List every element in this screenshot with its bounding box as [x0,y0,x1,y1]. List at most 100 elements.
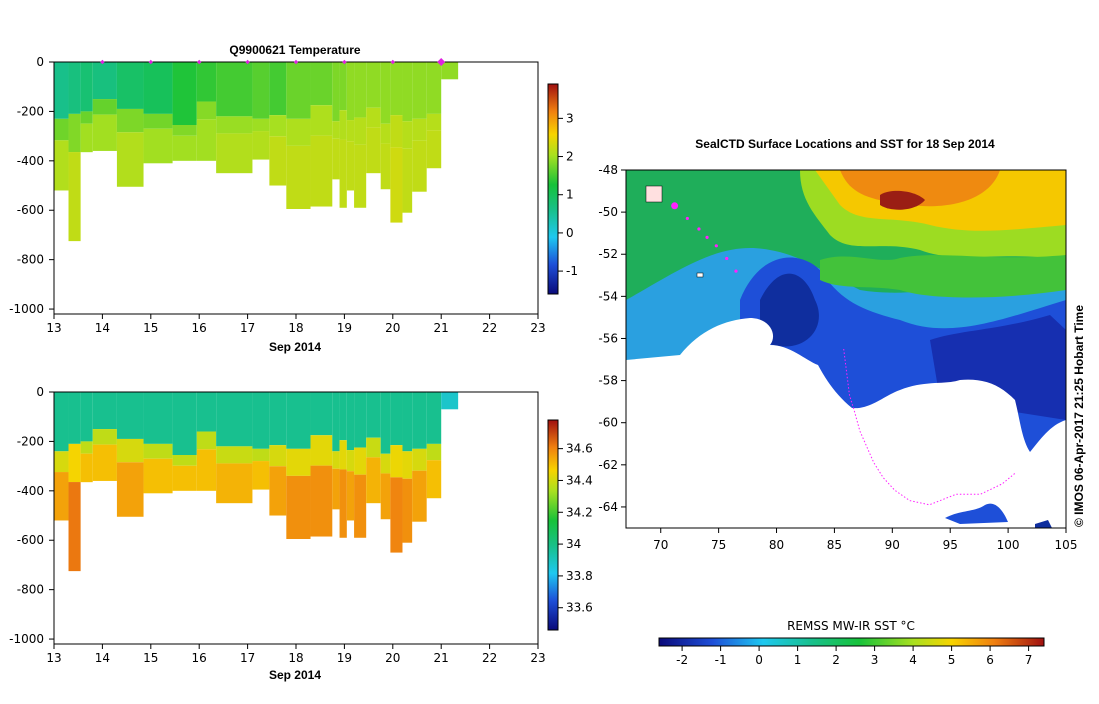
surface-markers [100,58,446,66]
map-y-tick-label: -64 [598,500,618,514]
x-tick-label: 16 [192,651,207,665]
sst-colorbar-tick-label: -1 [715,653,727,667]
profile-surface-layer [332,62,340,122]
profile-surface-layer [412,392,427,449]
profile-surface-layer [332,392,340,452]
profile-thermocline-layer [143,113,173,129]
x-tick-label: 20 [385,321,400,335]
temperature-profiles [54,62,459,242]
map-x-tick-label: 75 [711,538,726,552]
profile-surface-layer [269,392,287,446]
profile-thermocline-layer [390,115,403,148]
profile-thermocline-layer [346,120,355,142]
profile-deep-layer [390,147,403,223]
profile-thermocline-layer [172,455,197,466]
salinity-profiles [54,392,459,572]
y-tick-label: -200 [17,104,44,118]
y-tick-label: 0 [36,55,44,69]
profile-thermocline-layer [80,111,93,124]
profile-surface-layer [172,62,197,125]
profile-deep-layer [68,482,81,572]
map-y-tick-label: -54 [598,289,618,303]
profile-thermocline-layer [426,113,442,131]
seal-location-point [697,227,701,231]
seal-location-point [734,269,738,273]
sst-colorbar: REMSS MW-IR SST °C -2 -1 0 1 2 3 4 5 6 7 [658,619,1045,667]
x-tick-label: 13 [46,651,61,665]
colorbar-tick-label: 34 [566,537,581,551]
profile-surface-layer [196,392,217,432]
x-tick-label: 21 [434,651,449,665]
salinity-colorbar-scale [547,419,559,631]
profile-deep-layer [380,143,391,190]
profile-surface-layer [310,62,333,106]
profile-surface-layer [366,62,381,108]
profile-deep-layer [80,453,93,483]
profile-surface-layer [252,392,270,449]
profile-deep-layer [54,472,69,521]
profile-deep-layer [196,449,217,491]
profile-deep-layer [390,477,403,553]
y-tick-label: -400 [17,154,44,168]
sst-map-panel: SealCTD Surface Locations and SST for 18… [598,137,1086,667]
profile-thermocline-layer [80,441,93,454]
x-tick-label: 18 [288,651,303,665]
profile-surface-layer [346,392,355,451]
map-x-axis: 70 75 80 85 90 95 100 105 [653,528,1077,552]
surface-marker [342,59,347,65]
profile-thermocline-layer [310,105,333,136]
x-tick-label: 19 [337,651,352,665]
profile-surface-layer [68,392,81,444]
sst-colorbar-tick-label: 6 [986,653,994,667]
profile-deep-layer [252,131,270,160]
profile-surface-layer [426,392,442,444]
profile-surface-layer [54,62,69,119]
profile-surface-layer [366,392,381,438]
salinity-x-axis: 13 14 15 16 17 18 19 20 21 22 23 Sep 2014 [46,644,546,682]
profile-deep-layer [366,457,381,504]
profile-surface-layer [172,392,197,455]
profile-surface-layer [339,392,347,441]
profile-surface-layer [143,62,173,114]
x-tick-label: 18 [288,321,303,335]
profile-deep-layer [54,140,69,191]
profile-thermocline-layer [426,443,442,461]
map-x-tick-label: 100 [997,538,1020,552]
profile-surface-layer [354,392,367,448]
surface-marker [390,59,395,65]
map-x-tick-label: 85 [827,538,842,552]
surface-marker [100,59,105,65]
profile-deep-layer [426,460,442,499]
profile-deep-layer [216,463,253,504]
colorbar-tick-label: 2 [566,150,574,164]
profile-deep-layer [310,135,333,207]
profile-deep-layer [286,145,311,209]
surface-marker [197,59,202,65]
profile-surface-layer [354,62,367,118]
profile-thermocline-layer [380,123,391,144]
profile-surface-layer [390,392,403,446]
seal-location-point [714,244,718,248]
profile-surface-layer [80,62,93,112]
profile-thermocline-layer [196,431,217,450]
surface-marker [293,59,299,65]
profile-surface-layer [216,62,253,117]
profile-deep-layer [92,444,117,481]
y-tick-label: -800 [17,583,44,597]
map-x-tick-label: 105 [1055,538,1078,552]
profile-surface-layer [339,62,347,111]
profile-deep-layer [68,152,81,242]
profile-deep-layer [346,141,355,191]
y-tick-label: -1000 [9,632,44,646]
y-tick-label: -200 [17,434,44,448]
profile-surface-layer [310,392,333,436]
colorbar-tick-label: 34.6 [566,442,593,456]
profile-deep-layer [269,466,287,516]
profile-deep-layer [332,468,340,510]
colorbar-tick-label: 3 [566,111,574,125]
surface-marker [437,58,446,66]
salinity-x-label: Sep 2014 [269,668,321,682]
profile-deep-layer [402,148,413,213]
map-y-tick-label: -56 [598,331,618,345]
